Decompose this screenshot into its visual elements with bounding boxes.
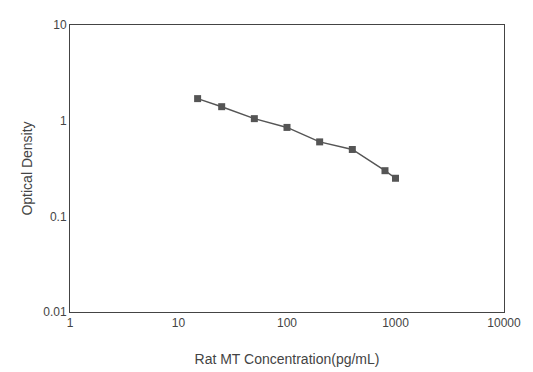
svg-text:Optical Density: Optical Density — [19, 121, 35, 215]
svg-text:10: 10 — [53, 18, 67, 32]
svg-text:1000: 1000 — [382, 316, 409, 330]
svg-text:0.01: 0.01 — [43, 305, 67, 319]
svg-text:10: 10 — [172, 316, 186, 330]
svg-text:10000: 10000 — [487, 316, 521, 330]
svg-text:Rat MT Concentration(pg/mL): Rat MT Concentration(pg/mL) — [195, 351, 380, 367]
svg-text:1: 1 — [60, 114, 67, 128]
svg-text:1: 1 — [67, 316, 74, 330]
svg-text:100: 100 — [277, 316, 297, 330]
svg-text:0.1: 0.1 — [50, 210, 67, 224]
